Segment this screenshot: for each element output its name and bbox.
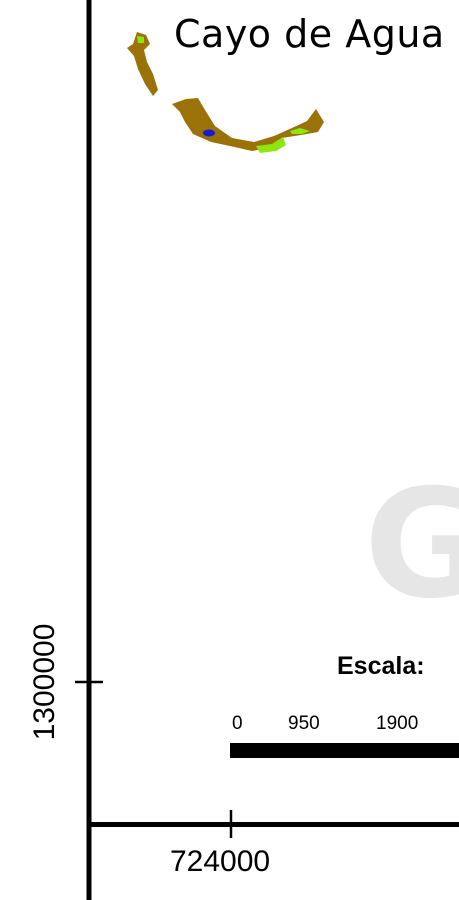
vegetation-patch (290, 128, 310, 134)
scale-title: Escala: (337, 652, 425, 680)
scale-tick-label: 1900 (376, 713, 419, 734)
easting-label: 724000 (170, 845, 271, 878)
lagoon (203, 129, 215, 137)
island-label: Cayo de Agua (174, 12, 445, 56)
island-landmass (127, 32, 158, 96)
scale-tick-label: 0 (232, 713, 243, 734)
vegetation-patch (137, 36, 144, 43)
vegetation-patch (256, 137, 286, 153)
scale-bar (230, 743, 459, 758)
northing-label: 1300000 (28, 623, 61, 741)
island-landmass (172, 98, 324, 151)
watermark-letter: G (364, 458, 459, 632)
scale-tick-label: 950 (288, 713, 320, 734)
